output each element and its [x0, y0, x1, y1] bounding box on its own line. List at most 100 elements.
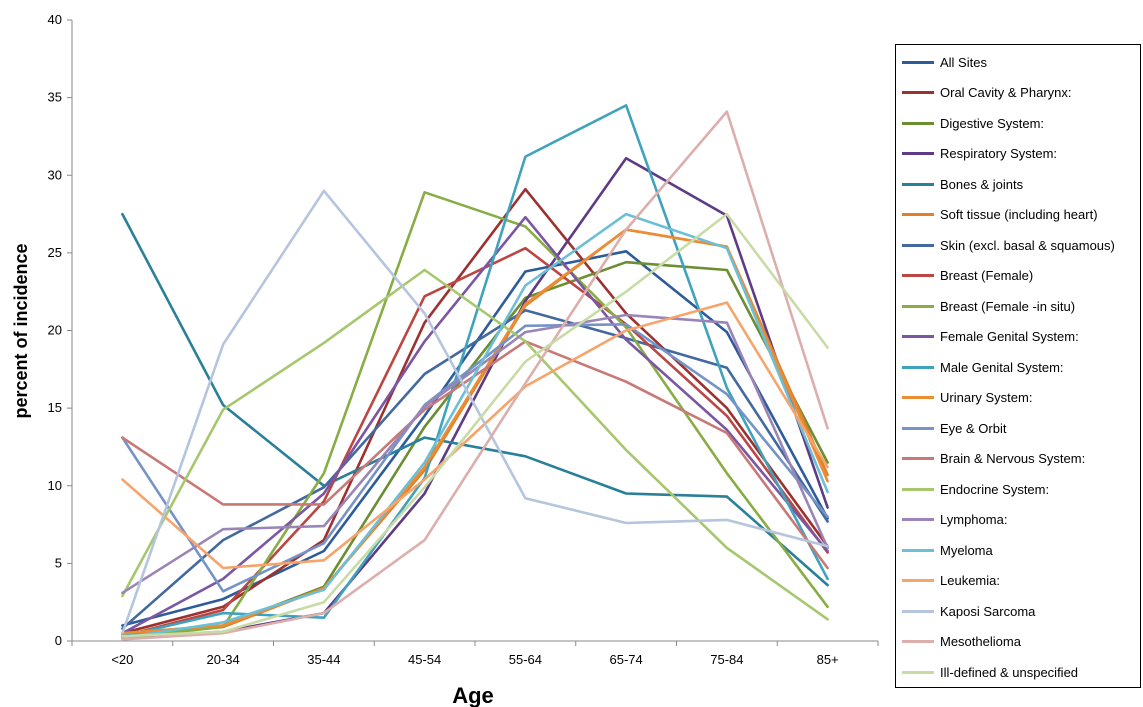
y-tick-label: 5: [55, 555, 62, 570]
legend-item: Breast (Female -in situ): [902, 296, 1075, 316]
legend-label: Mesothelioma: [940, 634, 1021, 649]
y-tick-label: 25: [48, 245, 62, 260]
legend-label: Respiratory System:: [940, 146, 1058, 161]
legend-swatch: [902, 670, 934, 674]
legend-item: Male Genital System:: [902, 357, 1064, 377]
y-tick-label: 40: [48, 12, 62, 27]
legend-swatch: [902, 213, 934, 216]
series-line-7: [121, 308, 829, 630]
legend-swatch: [902, 457, 934, 460]
legend-label: All Sites: [940, 54, 987, 70]
legend-swatch: [902, 365, 934, 369]
legend-item: Lymphoma:: [902, 510, 1007, 530]
y-axis-title: percent of incidence: [11, 243, 31, 418]
legend-label: Female Genital System:: [940, 329, 1079, 344]
legend-swatch: [902, 518, 934, 521]
legend-item: Ill-defined & unspecified: [902, 662, 1078, 682]
legend-label: Breast (Female): [940, 268, 1034, 283]
legend-item: Kaposi Sarcoma: [902, 601, 1035, 621]
legend-swatch: [902, 91, 934, 94]
legend-swatch: [902, 579, 934, 582]
legend-swatch: [902, 335, 934, 338]
legend-label: Leukemia:: [940, 573, 1000, 588]
legend-item: Endocrine System:: [902, 479, 1049, 499]
legend-label: Oral Cavity & Pharynx:: [940, 85, 1072, 100]
legend-item: Bones & joints: [902, 174, 1023, 194]
legend-label: Breast (Female -in situ): [940, 298, 1076, 314]
legend-swatch: [902, 640, 934, 643]
legend-label: Digestive System:: [940, 115, 1045, 131]
legend-label: Male Genital System:: [940, 359, 1064, 375]
series-line-21: [121, 212, 829, 638]
legend-label: Urinary System:: [940, 390, 1033, 405]
legend-swatch: [902, 243, 934, 247]
series-line-5: [121, 212, 829, 587]
legend-swatch: [902, 426, 934, 430]
legend-swatch: [902, 396, 934, 399]
series-line-16: [121, 313, 829, 595]
x-tick-label: 35-44: [307, 652, 340, 667]
legend-swatch: [902, 274, 934, 277]
legend-label: Brain & Nervous System:: [940, 451, 1086, 466]
legend-item: Brain & Nervous System:: [902, 449, 1085, 469]
series-line-1: [121, 250, 829, 627]
x-tick-label: 45-54: [408, 652, 441, 667]
series-line-9: [121, 191, 829, 640]
legend-item: Myeloma: [902, 540, 993, 560]
series-line-19: [121, 189, 829, 635]
legend-label: Skin (excl. basal & squamous): [940, 237, 1115, 253]
legend-swatch: [902, 548, 934, 552]
series-line-10: [121, 215, 829, 635]
legend-label: Soft tissue (including heart): [940, 207, 1098, 222]
legend-item: Mesothelioma: [902, 632, 1021, 652]
legend-label: Bones & joints: [940, 176, 1024, 192]
x-tick-label: 65-74: [610, 652, 643, 667]
series-line-13: [121, 322, 829, 593]
x-tick-label: 85+: [817, 652, 839, 667]
y-tick-label: 15: [48, 400, 62, 415]
legend-item: Soft tissue (including heart): [902, 205, 1098, 225]
series-line-4: [121, 156, 829, 640]
series-line-2: [121, 187, 829, 635]
legend-item: Breast (Female): [902, 266, 1033, 286]
legend-swatch: [902, 304, 934, 308]
legend-swatch: [902, 487, 934, 491]
y-tick-label: 0: [55, 633, 62, 648]
legend-swatch: [902, 152, 934, 155]
legend-swatch: [902, 60, 934, 64]
legend-item: Female Genital System:: [902, 327, 1079, 347]
legend-item: All Sites: [902, 52, 987, 72]
legend-label: Kaposi Sarcoma: [940, 603, 1036, 619]
legend-label: Lymphoma:: [940, 512, 1008, 527]
legend-label: Endocrine System:: [940, 481, 1050, 497]
series-line-17: [121, 212, 829, 640]
legend-label: Ill-defined & unspecified: [940, 664, 1079, 680]
y-tick-label: 30: [48, 167, 62, 182]
x-tick-label: 55-64: [509, 652, 542, 667]
series-line-18: [121, 301, 829, 570]
legend-label: Eye & Orbit: [940, 420, 1007, 436]
legend-item: Urinary System:: [902, 388, 1032, 408]
legend-item: Respiratory System:: [902, 144, 1057, 164]
x-axis-title: Age: [452, 683, 494, 707]
chart-series-layer: [121, 104, 829, 641]
legend-item: Leukemia:: [902, 571, 1000, 591]
legend-item: Digestive System:: [902, 113, 1044, 133]
chart-legend: All Sites Oral Cavity & Pharynx: Digestive…: [895, 44, 1141, 688]
x-tick-label: 20-34: [207, 652, 240, 667]
x-tick-label: <20: [111, 652, 133, 667]
series-line-20: [121, 110, 829, 641]
legend-swatch: [902, 609, 934, 613]
legend-item: Eye & Orbit: [902, 418, 1006, 438]
y-tick-label: 10: [48, 478, 62, 493]
x-tick-label: 75-84: [710, 652, 743, 667]
legend-swatch: [902, 121, 934, 125]
y-tick-label: 35: [48, 90, 62, 105]
legend-item: Skin (excl. basal & squamous): [902, 235, 1115, 255]
legend-swatch: [902, 182, 934, 186]
chart-axes: 0 5 10 15 20 25 30 35 40 <20 20-34 35-44 45-54 55-64 6…: [48, 12, 879, 667]
y-tick-label: 20: [48, 323, 62, 338]
series-line-8: [121, 246, 829, 638]
legend-item: Oral Cavity & Pharynx:: [902, 83, 1072, 103]
